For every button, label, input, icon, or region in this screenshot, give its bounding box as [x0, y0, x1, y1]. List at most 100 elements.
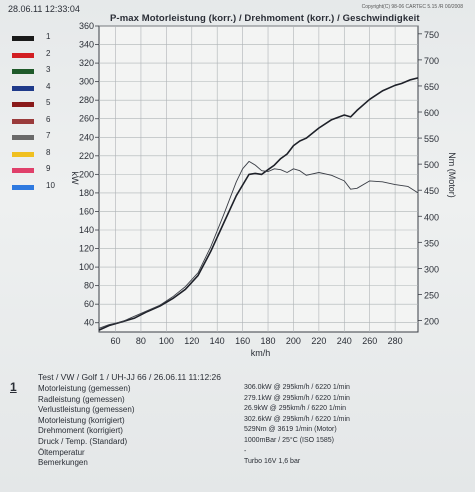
result-row: Motorleistung (gemessen) 306.0kW @ 295km/… — [38, 384, 468, 395]
print-date: 28.06.11 12:33:04 — [8, 4, 80, 14]
legend-number: 5 — [46, 98, 51, 107]
result-value: 302.6kW @ 295km/h / 6220 1/min — [244, 415, 350, 423]
legend: 1 2 3 4 5 6 7 8 9 10 — [6, 32, 66, 197]
y-left-tick-label: 80 — [84, 281, 94, 291]
x-tick-label: 140 — [210, 336, 225, 346]
y-left-tick-label: 240 — [79, 132, 94, 142]
copyright-note: Copyright(C) 98-06 CARTEC 5.15 /R 00/200… — [361, 4, 463, 10]
x-tick-label: 240 — [337, 336, 352, 346]
y-right-axis-label: Nm (Motor) — [447, 152, 457, 198]
x-tick-label: 280 — [388, 336, 403, 346]
x-tick-label: 180 — [261, 336, 276, 346]
y-left-tick-label: 160 — [79, 206, 94, 216]
legend-number: 1 — [46, 32, 51, 41]
y-left-tick-label: 320 — [79, 58, 94, 68]
legend-item: 4 — [6, 82, 66, 99]
y-right-tick-label: 550 — [424, 134, 439, 144]
x-tick-label: 160 — [235, 336, 250, 346]
y-right-tick-label: 300 — [424, 264, 439, 274]
y-left-tick-label: 180 — [79, 188, 94, 198]
y-left-tick-label: 360 — [79, 21, 94, 31]
legend-number: 8 — [46, 147, 51, 157]
result-value: 279.1kW @ 295km/h / 6220 1/min — [244, 394, 350, 402]
y-left-tick-label: 40 — [84, 318, 94, 328]
y-left-tick-label: 200 — [79, 169, 94, 179]
y-left-tick-label: 100 — [79, 262, 94, 272]
legend-number: 6 — [46, 114, 51, 124]
result-label: Motorleistung (gemessen) — [38, 384, 131, 393]
x-tick-label: 120 — [184, 336, 199, 346]
legend-item: 9 — [6, 164, 66, 181]
result-label: Öltemperatur — [38, 447, 85, 457]
legend-swatch — [12, 69, 34, 74]
y-left-tick-label: 60 — [84, 299, 94, 309]
x-tick-label: 200 — [286, 336, 301, 346]
legend-item: 10 — [6, 181, 66, 198]
y-right-tick-label: 500 — [424, 160, 439, 170]
dyno-chart: 60 80 100 120 140 160 180 200 220 240 260 280 40 60 80… — [70, 21, 457, 358]
result-value: 1000mBar / 25°C (ISO 1585) — [244, 437, 334, 444]
legend-item: 7 — [6, 131, 66, 148]
x-tick-label: 80 — [136, 336, 146, 346]
y-right-tick-label: 750 — [424, 30, 439, 40]
result-value: - — [244, 447, 247, 455]
y-right-tick-label: 350 — [424, 238, 439, 248]
result-label: Verlustleistung (gemessen) — [38, 405, 135, 415]
legend-item: 6 — [6, 115, 66, 132]
result-label: Druck / Temp. (Standard) — [38, 437, 128, 446]
legend-item: 1 — [6, 32, 66, 49]
result-label: Radleistung (gemessen) — [38, 394, 125, 404]
y-left-tick-label: 140 — [79, 225, 94, 235]
y-right-tick-label: 700 — [424, 56, 439, 66]
legend-number: 7 — [46, 131, 51, 140]
chart-title: P-max Motorleistung (korr.) / Drehmoment… — [110, 13, 420, 24]
y-right-tick-label: 250 — [424, 290, 439, 300]
result-label: Drehmoment (korrigiert) — [38, 426, 123, 436]
result-value: 26.9kW @ 295km/h / 6220 1/min — [244, 405, 347, 413]
legend-item: 3 — [6, 65, 66, 82]
x-tick-label: 220 — [311, 336, 326, 346]
y-right-tick-label: 400 — [424, 212, 439, 222]
result-label: Motorleistung (korrigiert) — [38, 415, 125, 425]
result-value: Turbo 16V 1,6 bar — [244, 458, 301, 466]
result-row: Drehmoment (korrigiert) 529Nm @ 3619 1/mi… — [38, 426, 468, 437]
plot-area — [98, 25, 419, 333]
result-value: 529Nm @ 3619 1/min (Motor) — [244, 426, 337, 434]
y-right-tick-label: 200 — [424, 317, 439, 327]
result-row: Bemerkungen Turbo 16V 1,6 bar — [38, 458, 468, 469]
y-left-axis-label: kW — [70, 172, 80, 186]
legend-swatch — [12, 102, 34, 107]
y-right-tick-label: 600 — [424, 108, 439, 118]
legend-number: 4 — [46, 81, 51, 91]
x-axis-label: km/h — [251, 348, 271, 358]
legend-swatch — [12, 168, 34, 173]
y-left-tick-label: 300 — [79, 77, 94, 87]
run-index: 1 — [10, 380, 17, 394]
legend-swatch — [12, 85, 34, 91]
x-tick-label: 60 — [111, 336, 121, 346]
legend-item: 5 — [6, 98, 66, 115]
y-left-tick-label: 260 — [79, 114, 94, 124]
y-left-tick-label: 340 — [79, 40, 94, 50]
x-tick-label: 100 — [159, 336, 174, 346]
legend-swatch — [12, 118, 34, 124]
legend-swatch — [12, 36, 34, 41]
y-left-tick-label: 120 — [79, 244, 94, 254]
legend-item: 8 — [6, 148, 66, 165]
series-line — [98, 77, 419, 331]
y-left-tick-label: 220 — [79, 151, 94, 161]
legend-item: 2 — [6, 49, 66, 66]
legend-number: 9 — [46, 164, 51, 173]
legend-number: 2 — [46, 48, 51, 58]
result-row: Öltemperatur - — [38, 448, 468, 459]
result-value: 306.0kW @ 295km/h / 6220 1/min — [244, 384, 350, 391]
series-line — [98, 160, 419, 329]
y-right-tick-label: 650 — [424, 82, 439, 92]
result-label: Bemerkungen — [38, 458, 88, 468]
legend-swatch — [12, 184, 34, 190]
legend-swatch — [12, 52, 34, 58]
result-row: Motorleistung (korrigiert) 302.6kW @ 295k… — [38, 416, 468, 427]
result-row: Radleistung (gemessen) 279.1kW @ 295km/h … — [38, 395, 468, 406]
y-left-tick-label: 280 — [79, 95, 94, 105]
